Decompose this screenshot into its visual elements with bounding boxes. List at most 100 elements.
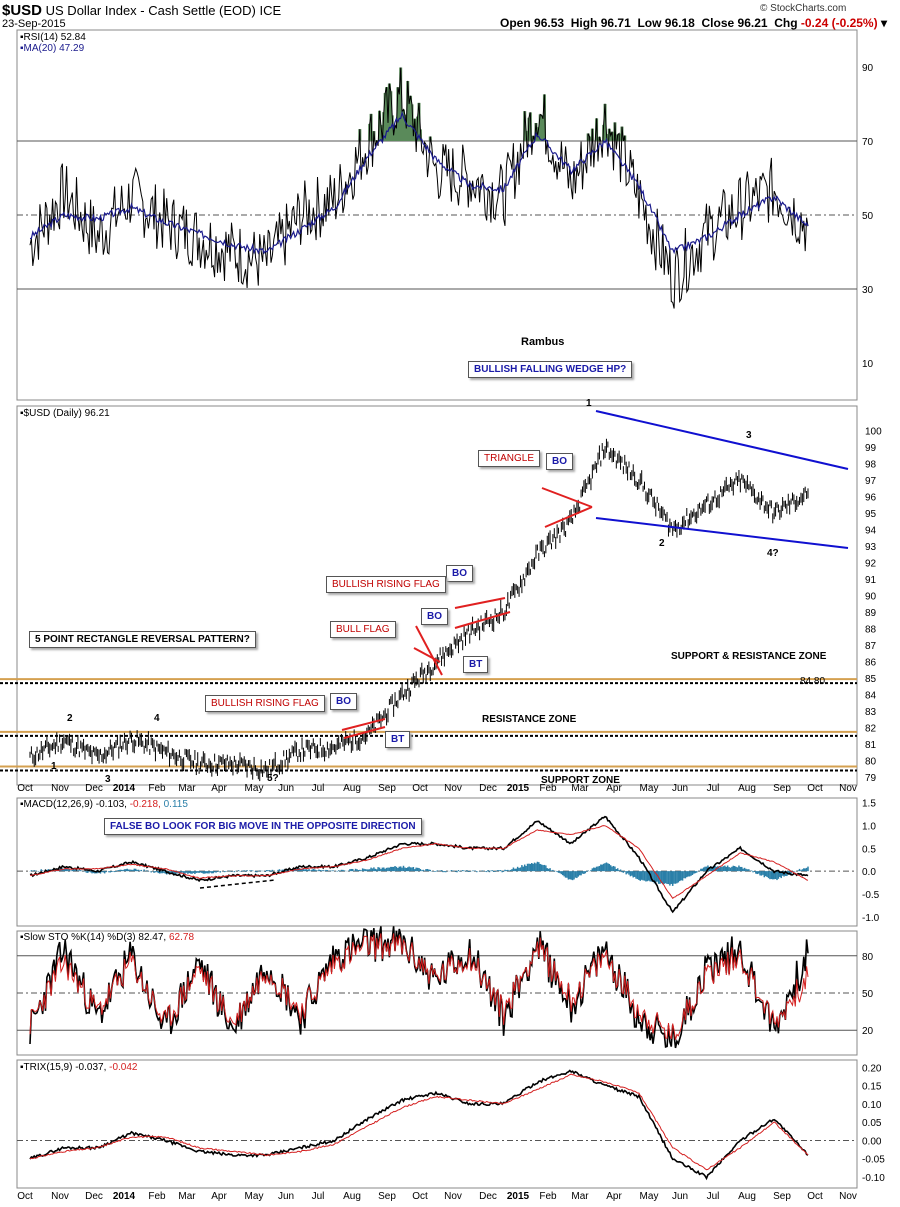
sto-d-line xyxy=(29,933,809,1040)
annot-rising-flag-1: BULLISH RISING FLAG xyxy=(326,576,446,593)
price-tick-4: 83 xyxy=(865,707,877,718)
trix-line xyxy=(29,1069,809,1181)
sto-tick-1: 50 xyxy=(862,989,874,1000)
x-label-1-22: Aug xyxy=(738,1191,756,1202)
price-tick-7: 86 xyxy=(865,657,877,668)
price-tick-15: 94 xyxy=(865,526,877,537)
trix-legend: ▪TRIX(15,9) -0.037, -0.042 xyxy=(20,1062,138,1073)
price-tick-11: 90 xyxy=(865,592,877,603)
x-label-0-8: Jun xyxy=(278,783,294,794)
sto-legend: ▪Slow STO %K(14) %D(3) 82.47, 62.78 xyxy=(20,932,194,943)
wedge-point-3: 3 xyxy=(746,430,752,441)
x-label-1-7: May xyxy=(245,1191,264,1202)
point-label-1: 1 xyxy=(51,761,57,772)
rsi-tick-4: 90 xyxy=(862,63,874,74)
x-label-0-24: Oct xyxy=(807,783,823,794)
label-resistance-zone: RESISTANCE ZONE xyxy=(482,714,577,725)
x-label-1-0: Oct xyxy=(17,1191,33,1202)
x-label-0-17: Mar xyxy=(571,783,589,794)
x-label-1-4: Feb xyxy=(148,1191,166,1202)
watermark: Rambus xyxy=(521,336,565,348)
flag-line-0 xyxy=(541,487,593,508)
macd-tick-0: -1.0 xyxy=(862,913,880,924)
macd-line xyxy=(29,815,809,914)
panel-frame-1 xyxy=(16,405,858,786)
ohlc-readout: Open 96.53 High 96.71 Low 96.18 Close 96… xyxy=(500,16,887,30)
price-tick-20: 99 xyxy=(865,443,877,454)
annot-bo-4: BO xyxy=(330,693,357,710)
x-label-1-12: Oct xyxy=(412,1191,428,1202)
x-label-1-25: Nov xyxy=(839,1191,857,1202)
x-label-0-16: Feb xyxy=(539,783,557,794)
macd-tick-1: -0.5 xyxy=(862,890,880,901)
flag-line-4 xyxy=(415,625,443,676)
point-label-5: 5? xyxy=(267,773,279,784)
flag-line-5 xyxy=(413,647,441,663)
rsi-legend-ma: ▪MA(20) 47.29 xyxy=(20,43,85,54)
trix-tick-2: 0.00 xyxy=(862,1136,882,1147)
wedge-upper-line xyxy=(595,410,849,470)
x-label-1-17: Mar xyxy=(571,1191,589,1202)
rsi-tick-0: 10 xyxy=(862,359,874,370)
annot-bt-2: BT xyxy=(385,731,411,748)
x-label-0-1: Nov xyxy=(51,783,69,794)
x-label-0-14: Dec xyxy=(479,783,497,794)
annot-bo-3: BO xyxy=(421,608,448,625)
x-label-0-6: Apr xyxy=(211,783,227,794)
price-tick-3: 82 xyxy=(865,723,877,734)
chevron-down-icon[interactable]: ▾ xyxy=(880,16,887,30)
trix-signal-line xyxy=(29,1073,809,1171)
point-label-2: 2 xyxy=(67,713,73,724)
trix-tick-6: 0.20 xyxy=(862,1063,882,1074)
macd-tick-3: 0.5 xyxy=(862,844,876,855)
x-label-0-22: Aug xyxy=(738,783,756,794)
rsi-tick-3: 70 xyxy=(862,137,874,148)
x-label-0-5: Mar xyxy=(178,783,196,794)
x-label-1-20: Jun xyxy=(672,1191,688,1202)
x-label-1-9: Jul xyxy=(312,1191,325,1202)
rsi-line xyxy=(29,67,809,309)
x-label-1-2: Dec xyxy=(85,1191,103,1202)
chart-date: 23-Sep-2015 xyxy=(2,18,66,30)
rsi-tick-1: 30 xyxy=(862,285,874,296)
flag-line-7 xyxy=(343,726,386,739)
macd-trendline xyxy=(199,879,276,889)
x-label-0-3: 2014 xyxy=(113,783,136,794)
x-label-0-21: Jul xyxy=(707,783,720,794)
price-bars xyxy=(29,438,809,782)
x-label-1-14: Dec xyxy=(479,1191,497,1202)
x-label-0-23: Sep xyxy=(773,783,791,794)
x-label-0-2: Dec xyxy=(85,783,103,794)
flag-line-2 xyxy=(454,597,506,609)
label-sr-zone: SUPPORT & RESISTANCE ZONE xyxy=(671,651,827,662)
price-tick-8: 87 xyxy=(865,641,877,652)
annot-triangle: TRIANGLE xyxy=(478,450,541,467)
annot-wedge: BULLISH FALLING WEDGE HP? xyxy=(468,361,633,378)
price-tick-14: 93 xyxy=(865,542,877,553)
sto-tick-2: 80 xyxy=(862,952,874,963)
flag-line-6 xyxy=(341,718,386,731)
x-label-1-21: Jul xyxy=(707,1191,720,1202)
trix-tick-4: 0.10 xyxy=(862,1100,882,1111)
price-tick-9: 88 xyxy=(865,624,877,635)
x-label-1-19: May xyxy=(640,1191,659,1202)
macd-tick-5: 1.5 xyxy=(862,799,876,810)
x-label-0-13: Nov xyxy=(444,783,462,794)
x-label-1-6: Apr xyxy=(211,1191,227,1202)
annot-rising-flag-2: BULLISH RISING FLAG xyxy=(205,695,325,712)
wedge-point-2: 2 xyxy=(659,538,665,549)
annot-bt-1: BT xyxy=(463,656,489,673)
rsi-tick-2: 50 xyxy=(862,211,874,222)
trix-tick-5: 0.15 xyxy=(862,1082,882,1093)
flag-line-3 xyxy=(454,611,511,629)
credit: © StockCharts.com xyxy=(760,3,847,14)
price-tick-17: 96 xyxy=(865,493,877,504)
x-label-1-10: Aug xyxy=(343,1191,361,1202)
x-label-0-12: Oct xyxy=(412,783,428,794)
price-tick-16: 95 xyxy=(865,509,877,520)
x-label-0-0: Oct xyxy=(17,783,33,794)
x-label-0-18: Apr xyxy=(606,783,622,794)
price-tick-6: 85 xyxy=(865,674,877,685)
macd-tick-2: 0.0 xyxy=(862,867,876,878)
